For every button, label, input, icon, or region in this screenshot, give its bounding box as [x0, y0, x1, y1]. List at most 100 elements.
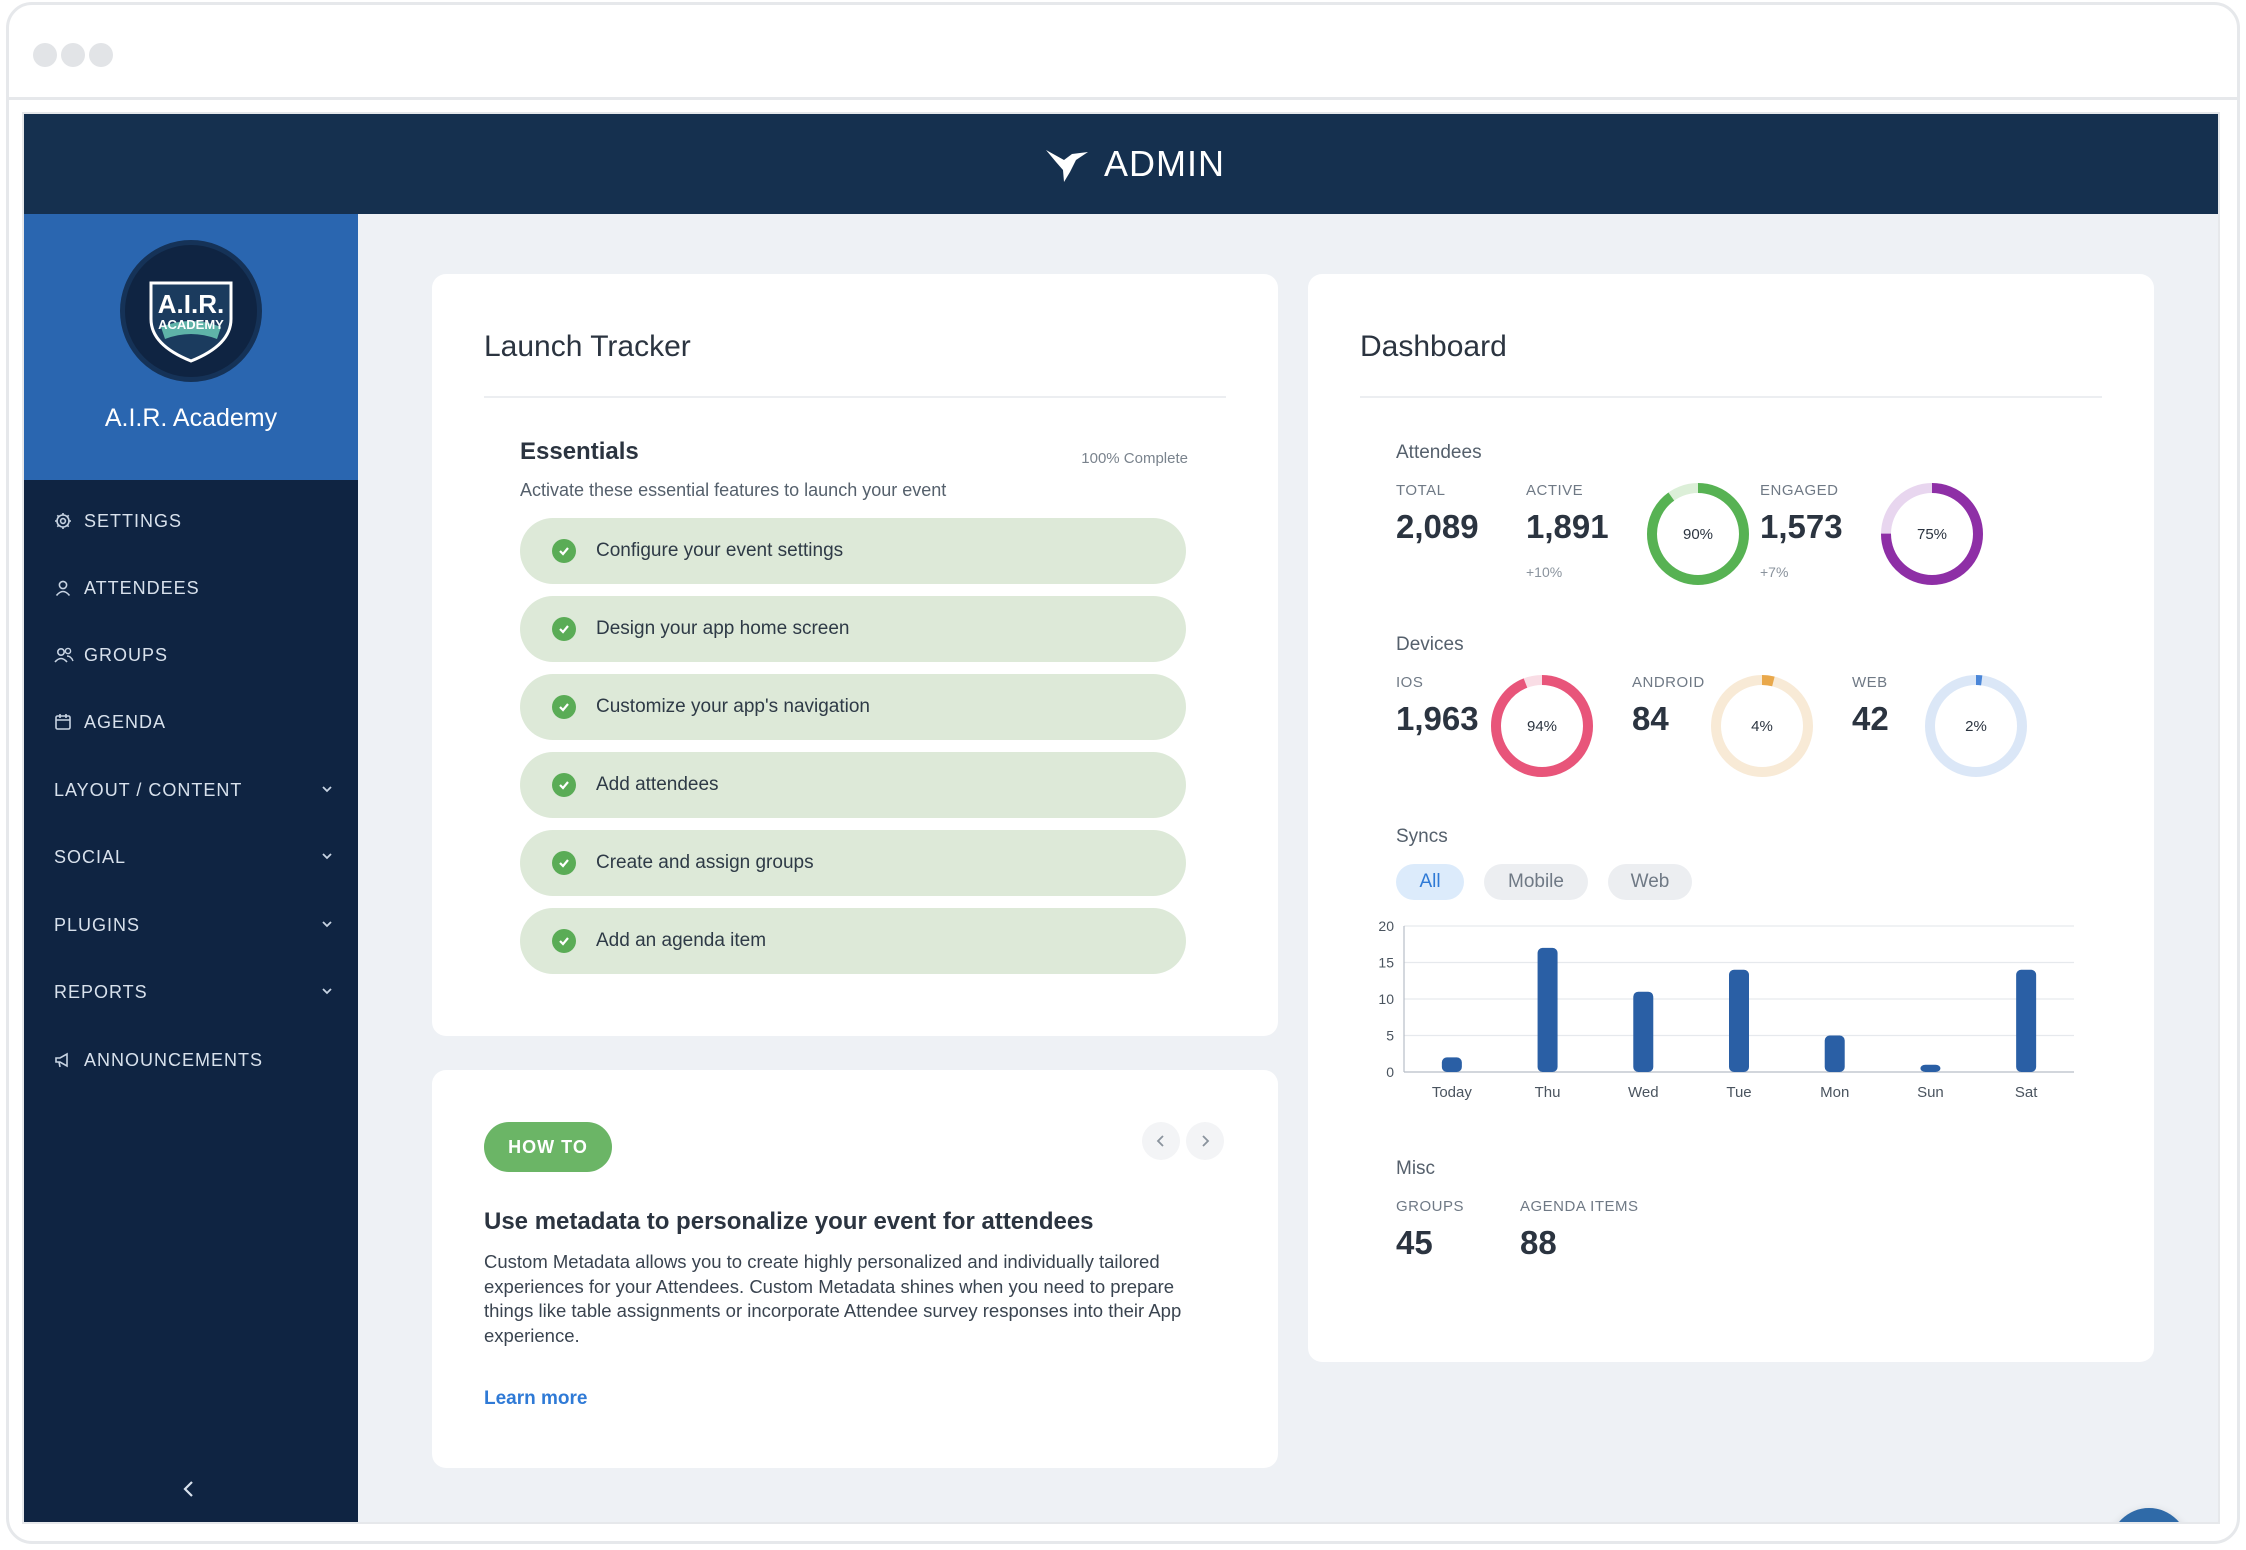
ios-donut-arc	[1491, 675, 1593, 777]
engaged-delta: +7%	[1760, 564, 1789, 580]
nav-reports-label: REPORTS	[54, 981, 148, 1002]
task-label: Design your app home screen	[596, 618, 850, 639]
bar-mon	[1824, 1035, 1845, 1072]
nav-social-label: SOCIAL	[54, 846, 127, 867]
nav-settings[interactable]: SETTINGS	[24, 491, 358, 551]
chevron-down-icon	[322, 921, 332, 928]
y-tick-label: 20	[1378, 920, 1394, 934]
x-tick-label: Wed	[1628, 1084, 1659, 1100]
task-item[interactable]: Create and assign groups	[520, 830, 1186, 896]
bar-sun	[1920, 1064, 1941, 1072]
filter-mobile[interactable]: Mobile	[1484, 864, 1588, 900]
task-label: Add an agenda item	[596, 930, 767, 951]
logo-text-top: A.I.R.	[158, 289, 224, 319]
prev-button[interactable]	[1142, 1122, 1180, 1160]
nav-groups[interactable]: GROUPS	[24, 625, 358, 685]
ios-label: IOS	[1396, 674, 1424, 691]
total-label: TOTAL	[1396, 482, 1446, 499]
divider	[1360, 396, 2102, 398]
howto-body: Custom Metadata allows you to create hig…	[484, 1251, 1182, 1346]
chevron-right-icon	[1202, 1135, 1210, 1147]
total-value: 2,089	[1396, 508, 1479, 545]
y-tick-label: 0	[1386, 1064, 1394, 1080]
bar-sat	[2016, 969, 2037, 1072]
next-button[interactable]	[1186, 1122, 1224, 1160]
misc-heading: Misc	[1396, 1158, 1436, 1179]
bar-thu	[1537, 947, 1558, 1072]
task-label: Add attendees	[596, 774, 719, 795]
nav-layout-content[interactable]: LAYOUT / CONTENT	[24, 760, 358, 820]
window-minimize-dot[interactable]	[61, 43, 85, 67]
web-pct: 2%	[1965, 718, 1987, 735]
nav-announcements[interactable]: ANNOUNCEMENTS	[24, 1030, 358, 1090]
active-donut: 90%	[1647, 483, 1749, 585]
task-item[interactable]: Design your app home screen	[520, 596, 1186, 662]
nav-attendees-label: ATTENDEES	[84, 577, 200, 598]
window-close-dot[interactable]	[33, 43, 57, 67]
dashboard-card: Dashboard Attendees TOTAL 2,089 ACTIVE 1…	[1308, 274, 2154, 1362]
calendar-icon	[54, 713, 84, 731]
top-bar: ADMIN	[24, 114, 2218, 214]
brand[interactable]: ADMIN	[1044, 138, 1225, 190]
task-item[interactable]: Add attendees	[520, 752, 1186, 818]
syncs-bar-chart: 0 5 10 15 20 Today Thu Wed Tue Mon Sun Sat	[1378, 920, 2074, 1100]
check-icon	[552, 929, 576, 953]
agenda-items-value: 88	[1520, 1224, 1557, 1261]
nav-social[interactable]: SOCIAL	[24, 827, 358, 887]
launch-tracker-card: Launch Tracker Essentials 100% Complete …	[432, 274, 1278, 1036]
sidebar-header: A.I.R. ACADEMY A.I.R. Academy	[24, 214, 358, 480]
nav-plugins[interactable]: PLUGINS	[24, 895, 358, 955]
active-pct: 90%	[1683, 526, 1713, 543]
task-item[interactable]: Customize your app's navigation	[520, 674, 1186, 740]
help-button[interactable]: ?	[2110, 1508, 2188, 1522]
user-icon	[54, 579, 84, 597]
filter-web[interactable]: Web	[1608, 864, 1692, 900]
check-icon	[552, 773, 576, 797]
android-label: ANDROID	[1632, 674, 1705, 691]
x-tick-label: Mon	[1820, 1084, 1849, 1100]
window-maximize-dot[interactable]	[89, 43, 113, 67]
window-titlebar	[9, 5, 2237, 100]
app-frame: ADMIN A.I.R. ACADEMY A.I.R. Academy SETT…	[22, 112, 2220, 1524]
chevron-down-icon	[322, 853, 332, 860]
active-donut-arc	[1647, 483, 1749, 585]
learn-more-link[interactable]: Learn more	[484, 1388, 588, 1409]
x-tick-label: Tue	[1726, 1084, 1751, 1100]
active-delta: +10%	[1526, 564, 1563, 580]
task-label: Customize your app's navigation	[596, 696, 870, 717]
engaged-donut: 75%	[1881, 483, 1983, 585]
y-tick-label: 10	[1378, 991, 1394, 1007]
task-item[interactable]: Add an agenda item	[520, 908, 1186, 974]
task-label: Create and assign groups	[596, 852, 814, 873]
nav-announcements-label: ANNOUNCEMENTS	[84, 1049, 264, 1070]
task-item[interactable]: Configure your event settings	[520, 518, 1186, 584]
x-tick-label: Thu	[1535, 1084, 1561, 1100]
collapse-sidebar-icon[interactable]	[174, 1474, 204, 1504]
app-title: ADMIN	[1104, 143, 1225, 184]
filter-all[interactable]: All	[1396, 864, 1464, 900]
launch-tracker-title: Launch Tracker	[484, 330, 691, 363]
bird-logo-icon	[1046, 150, 1088, 182]
org-logo: A.I.R. ACADEMY	[120, 240, 262, 382]
agenda-items-label: AGENDA ITEMS	[1520, 1198, 1639, 1215]
check-icon	[552, 851, 576, 875]
bar-wed	[1633, 991, 1654, 1072]
syncs-heading: Syncs	[1396, 826, 1448, 847]
nav-reports[interactable]: REPORTS	[24, 962, 358, 1022]
nav-plugins-label: PLUGINS	[54, 914, 141, 935]
android-pct: 4%	[1751, 718, 1773, 735]
groups-label: GROUPS	[1396, 1198, 1465, 1215]
android-value: 84	[1632, 700, 1669, 737]
active-label: ACTIVE	[1526, 482, 1584, 499]
essentials-heading: Essentials	[520, 438, 639, 465]
chevron-down-icon	[322, 988, 332, 995]
nav-agenda[interactable]: AGENDA	[24, 692, 358, 752]
bar-tue	[1729, 969, 1749, 1072]
nav-attendees[interactable]: ATTENDEES	[24, 558, 358, 618]
web-value: 42	[1852, 700, 1889, 737]
nav-settings-label: SETTINGS	[84, 510, 183, 531]
y-tick-label: 5	[1386, 1028, 1394, 1044]
x-tick-label: Today	[1432, 1084, 1473, 1100]
nav-agenda-label: AGENDA	[84, 711, 167, 732]
attendees-heading: Attendees	[1396, 442, 1482, 463]
